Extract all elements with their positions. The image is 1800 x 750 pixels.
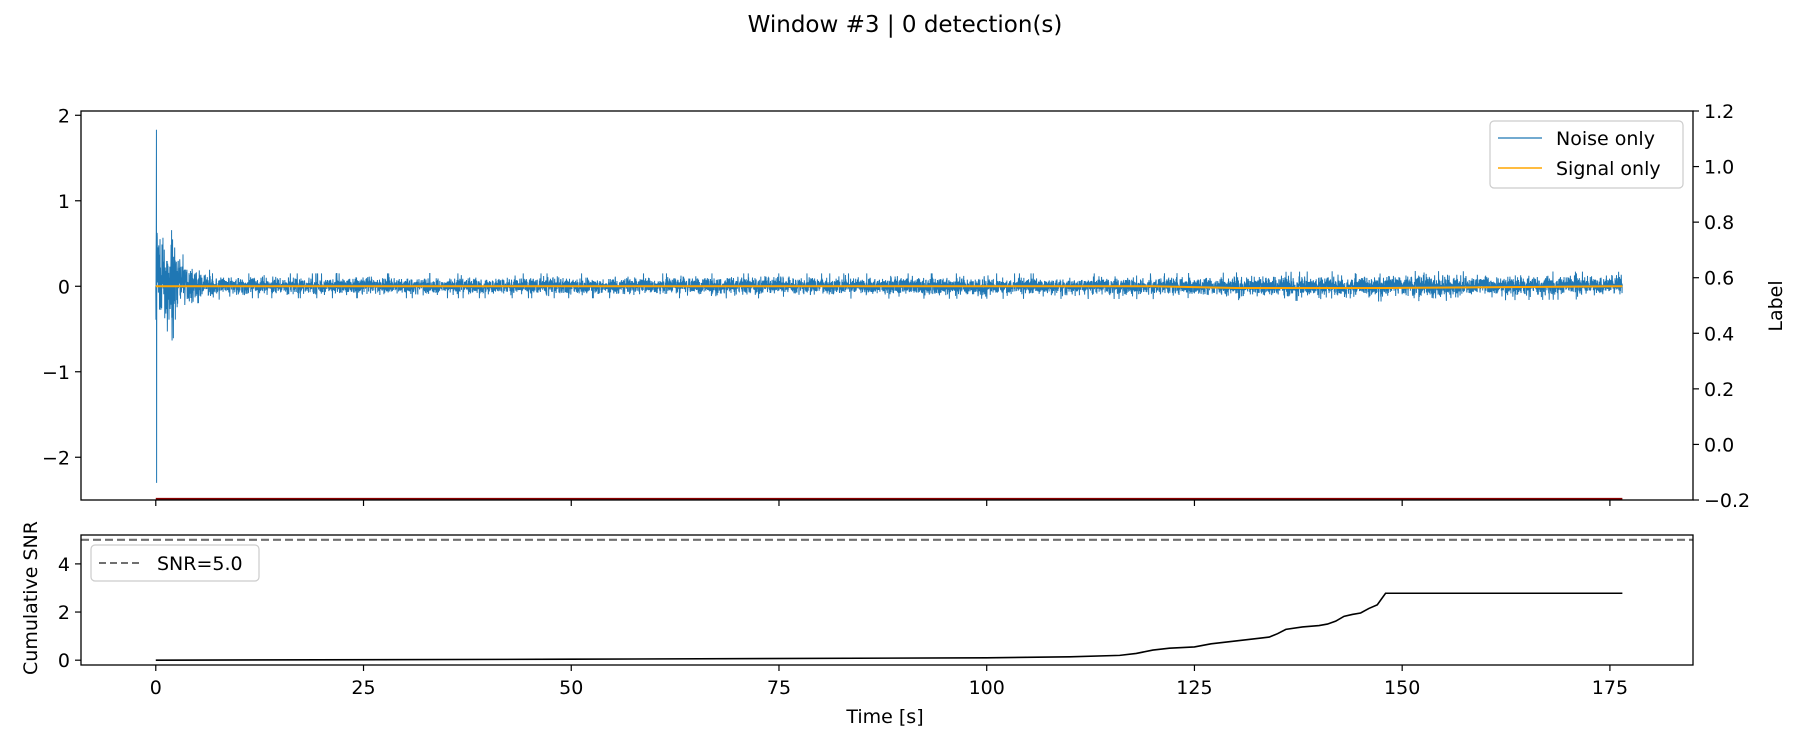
bottom-y-tick-label: 0	[58, 650, 70, 672]
top-x-ticks	[155, 500, 1611, 506]
bottom-x-tick-label: 125	[1176, 677, 1212, 699]
bottom-x-tick-label: 150	[1384, 677, 1420, 699]
top-y-ticks: 2 1 0 −1 −2	[42, 105, 81, 469]
bottom-y-tick-label: 2	[58, 602, 70, 624]
top-legend: Noise only Signal only	[1489, 120, 1684, 189]
right-y-tick-label: 0.0	[1704, 434, 1734, 456]
right-y-tick-label: 1.0	[1704, 157, 1734, 179]
bottom-x-tick-label: 25	[351, 677, 375, 699]
bottom-plot-lines	[81, 538, 1693, 661]
right-y-tick-label: 0.2	[1704, 379, 1734, 401]
top-y-tick-label: 0	[58, 276, 70, 298]
right-y-ticks: 1.2 1.0 0.8 0.6 0.4 0.2 0.0 −0.2	[1693, 101, 1750, 512]
top-y-tick-label: −2	[42, 447, 70, 469]
bottom-x-tick-label: 175	[1592, 677, 1628, 699]
figure-title: Window #3 | 0 detection(s)	[748, 12, 1063, 38]
top-y-tick-label: 2	[58, 105, 70, 127]
bottom-y-tick-label: 4	[58, 554, 70, 576]
y-axis-label: Cumulative SNR	[20, 521, 42, 675]
right-y-axis-label: Label	[1765, 280, 1787, 331]
cumulative-snr-line	[155, 592, 1623, 661]
top-y-tick-label: −1	[42, 362, 70, 384]
bottom-axes-frame	[80, 534, 1694, 666]
bottom-panel: 4 2 0 0 25 50 75 100 125 150 175 Time [s] Cumulat…	[20, 521, 1694, 728]
bottom-legend: SNR=5.0	[90, 544, 260, 582]
right-y-tick-label: 1.2	[1704, 101, 1734, 123]
right-y-tick-label: 0.4	[1704, 323, 1734, 345]
bottom-y-ticks: 4 2 0	[58, 554, 81, 672]
right-y-tick-label: −0.2	[1704, 490, 1750, 512]
bottom-x-tick-label: 0	[150, 677, 162, 699]
right-y-tick-label: 0.8	[1704, 212, 1734, 234]
bottom-legend-box	[90, 544, 260, 582]
x-axis-label: Time [s]	[845, 706, 923, 728]
top-axes-frame	[80, 110, 1694, 501]
legend-noise-label: Noise only	[1556, 128, 1655, 150]
noise-series-line	[155, 129, 1623, 483]
bottom-x-tick-label: 100	[969, 677, 1005, 699]
top-plot-lines	[155, 129, 1623, 501]
top-panel: 210−1−2 1.21.00.80.60.40.20.0−0.2 Label …	[42, 101, 1787, 512]
bottom-x-ticks: 0 25 50 75 100 125 150 175	[150, 665, 1628, 699]
legend-signal-label: Signal only	[1556, 158, 1661, 180]
top-y-tick-label: 1	[58, 191, 70, 213]
bottom-x-tick-label: 50	[559, 677, 583, 699]
bottom-x-tick-label: 75	[767, 677, 791, 699]
legend-threshold-label: SNR=5.0	[157, 553, 243, 575]
signal-series-line	[155, 285, 1623, 289]
right-y-tick-label: 0.6	[1704, 268, 1734, 290]
